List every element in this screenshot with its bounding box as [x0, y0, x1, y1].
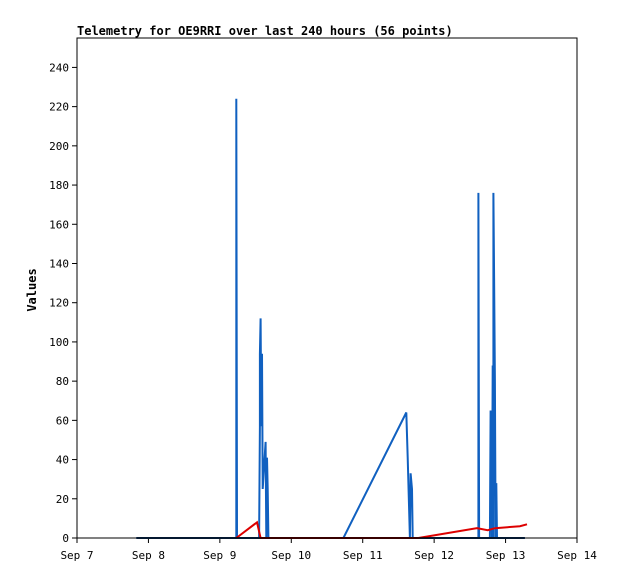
- x-tick-label: Sep 9: [203, 549, 236, 562]
- series-line-1: [477, 192, 498, 539]
- y-tick-label: 160: [49, 218, 69, 231]
- y-tick-label: 0: [62, 532, 69, 545]
- y-tick-label: 240: [49, 61, 69, 74]
- x-tick-label: Sep 13: [486, 549, 526, 562]
- x-tick-label: Sep 10: [271, 549, 311, 562]
- y-tick-label: 220: [49, 101, 69, 114]
- x-tick-label: Sep 12: [414, 549, 454, 562]
- x-tick-label: Sep 7: [60, 549, 93, 562]
- x-tick-label: Sep 14: [557, 549, 597, 562]
- y-axis: 0 20 40 60 80 100 120 140 160 180 200 220 240: [49, 61, 77, 545]
- y-tick-label: 20: [56, 493, 69, 506]
- x-tick-label: Sep 8: [132, 549, 165, 562]
- series-layer: [136, 98, 528, 539]
- y-tick-label: 140: [49, 257, 69, 270]
- y-tick-label: 40: [56, 454, 69, 467]
- y-tick-label: 120: [49, 297, 69, 310]
- x-tick-label: Sep 11: [343, 549, 383, 562]
- x-axis: Sep 7 Sep 8 Sep 9 Sep 10 Sep 11 Sep 12 Sep 13 S…: [60, 538, 597, 562]
- series-line-0: [136, 98, 525, 539]
- y-tick-label: 60: [56, 414, 69, 427]
- y-tick-label: 200: [49, 140, 69, 153]
- y-tick-label: 80: [56, 375, 69, 388]
- y-tick-label: 180: [49, 179, 69, 192]
- plot-frame: [76, 37, 578, 539]
- series-line-2: [235, 520, 528, 539]
- chart-title: Telemetry for OE9RRI over last 240 hours…: [77, 24, 453, 38]
- y-tick-label: 100: [49, 336, 69, 349]
- y-axis-label: Values: [25, 268, 39, 311]
